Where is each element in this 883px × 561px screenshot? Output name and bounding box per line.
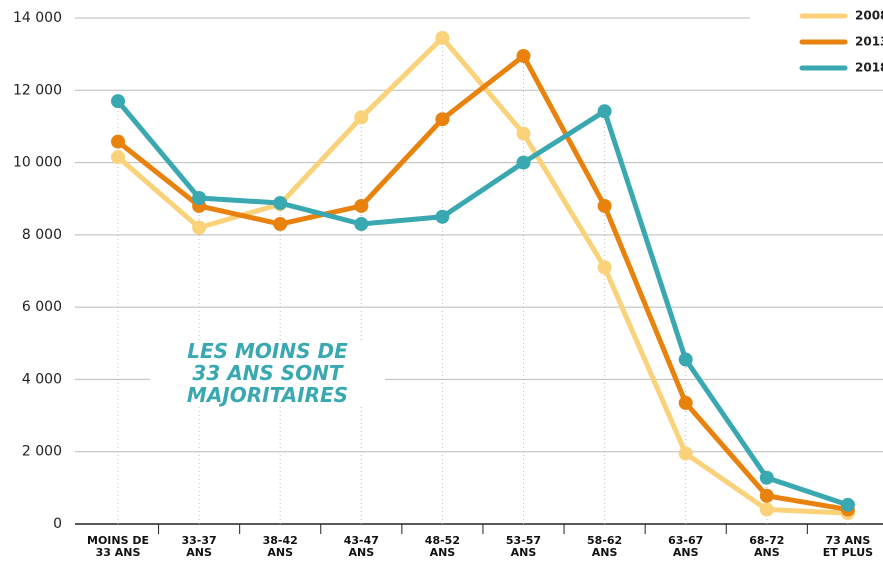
series-line bbox=[116, 99, 849, 508]
x-tick-label: 33-37 ANS bbox=[181, 534, 217, 559]
point bbox=[273, 196, 288, 211]
point bbox=[597, 260, 612, 275]
point bbox=[678, 446, 693, 461]
point bbox=[435, 209, 450, 224]
point bbox=[354, 198, 369, 213]
point bbox=[354, 110, 369, 125]
legend-label: 2018 bbox=[855, 61, 883, 75]
y-tick-label: 4 000 bbox=[22, 371, 62, 387]
series-line bbox=[116, 53, 849, 513]
point bbox=[678, 352, 693, 367]
legend-label: 2008 bbox=[855, 9, 883, 23]
point bbox=[840, 497, 855, 512]
point bbox=[435, 30, 450, 45]
point bbox=[354, 217, 369, 232]
point bbox=[516, 155, 531, 170]
point bbox=[597, 104, 612, 119]
y-tick-label: 12 000 bbox=[13, 82, 62, 98]
point bbox=[192, 190, 207, 205]
point bbox=[111, 134, 125, 149]
point bbox=[597, 198, 612, 213]
point bbox=[759, 470, 774, 485]
point bbox=[759, 488, 774, 503]
point bbox=[111, 94, 125, 109]
x-tick-label: 48-52 ANS bbox=[424, 534, 460, 559]
x-tick-label: 73 ANS ET PLUS bbox=[822, 534, 874, 559]
series-line bbox=[116, 35, 849, 516]
y-tick-label: 14 000 bbox=[13, 10, 62, 26]
point bbox=[435, 112, 450, 127]
x-tick-label: 38-42 ANS bbox=[262, 534, 298, 559]
y-tick-label: 6 000 bbox=[22, 299, 62, 315]
legend-label: 2013 bbox=[855, 35, 883, 49]
point bbox=[759, 502, 774, 517]
x-tick-label: 68-72 ANS bbox=[749, 534, 785, 559]
y-tick-label: 10 000 bbox=[13, 155, 62, 171]
point bbox=[516, 48, 531, 63]
point bbox=[192, 220, 207, 235]
point bbox=[516, 126, 531, 141]
y-tick-label: 0 bbox=[53, 516, 62, 532]
annotation: LES MOINS DE 33 ANS SONT MAJORITAIRES bbox=[150, 340, 385, 406]
point bbox=[678, 395, 693, 410]
y-tick-label: 2 000 bbox=[22, 444, 62, 460]
x-tick-label: 63-67 ANS bbox=[668, 534, 704, 559]
x-tick-label: 53-57 ANS bbox=[505, 534, 542, 559]
y-tick-label: 8 000 bbox=[22, 227, 62, 243]
point bbox=[111, 150, 125, 165]
x-tick-label: 43-47 ANS bbox=[343, 534, 379, 559]
point bbox=[273, 217, 288, 232]
x-tick-label: MOINS DE 33 ANS bbox=[87, 534, 149, 559]
x-tick-label: 58-62 ANS bbox=[587, 534, 623, 559]
